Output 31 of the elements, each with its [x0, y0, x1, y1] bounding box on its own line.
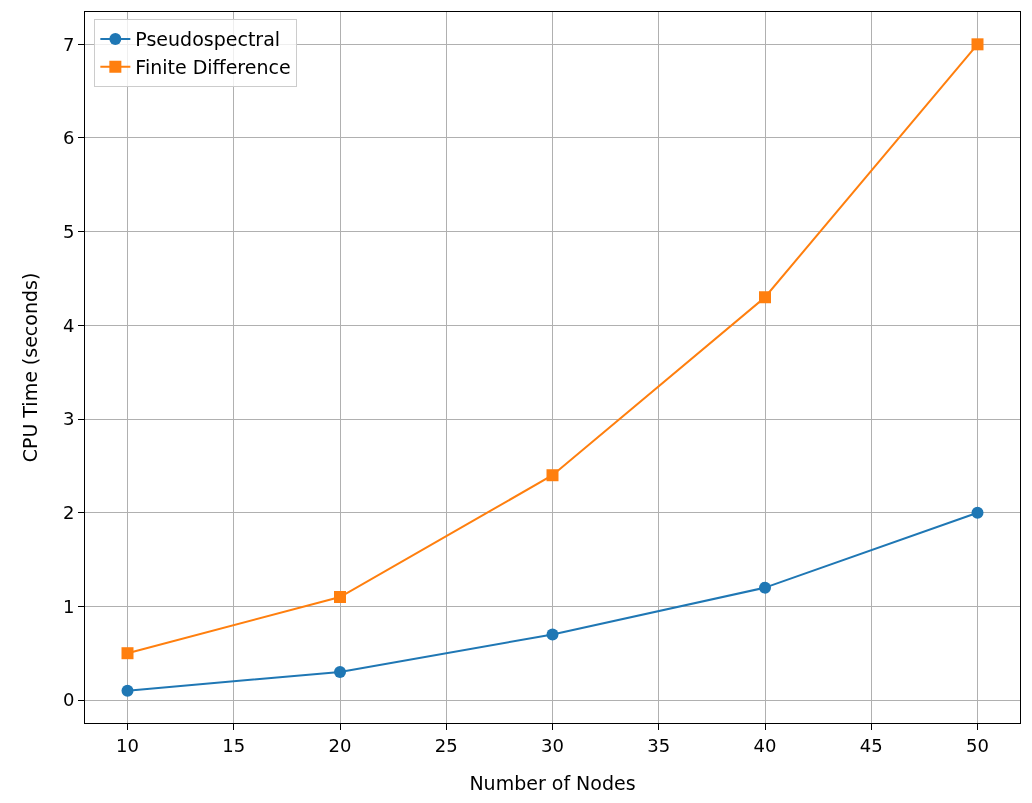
y-tick-label: 7	[62, 33, 75, 55]
y-tick-label: 6	[62, 127, 75, 149]
point	[759, 291, 771, 304]
x-tick-label: 10	[116, 734, 139, 756]
x-tick-label: 40	[753, 734, 777, 756]
x-tick-label: 50	[966, 734, 989, 756]
point	[334, 591, 346, 604]
x-tick-label: 20	[328, 734, 352, 756]
x-tick-label: 45	[859, 734, 883, 756]
point	[546, 628, 559, 641]
y-tick-label: 2	[62, 502, 75, 523]
x-tick-label: 30	[541, 734, 564, 756]
y-axis-title: CPU Time (seconds)	[19, 272, 41, 463]
y-tick-label: 4	[62, 314, 75, 336]
y-tick-label: 1	[62, 595, 75, 617]
x-tick-label: 25	[434, 734, 458, 756]
point	[759, 581, 771, 594]
y-tick-label: 5	[62, 220, 75, 242]
point	[971, 506, 984, 519]
y-tick-label: 0	[62, 689, 75, 711]
y-tick-label: 3	[62, 408, 75, 430]
point	[121, 647, 134, 660]
point	[121, 684, 134, 697]
point	[546, 469, 559, 482]
legend-label: Pseudospectral	[135, 28, 281, 51]
x-axis-title: Number of Nodes	[469, 772, 636, 794]
point	[334, 665, 346, 678]
x-tick-label: 35	[647, 734, 671, 756]
legend-label: Finite Difference	[135, 56, 291, 79]
x-tick-label: 15	[222, 734, 246, 756]
point	[971, 38, 984, 51]
